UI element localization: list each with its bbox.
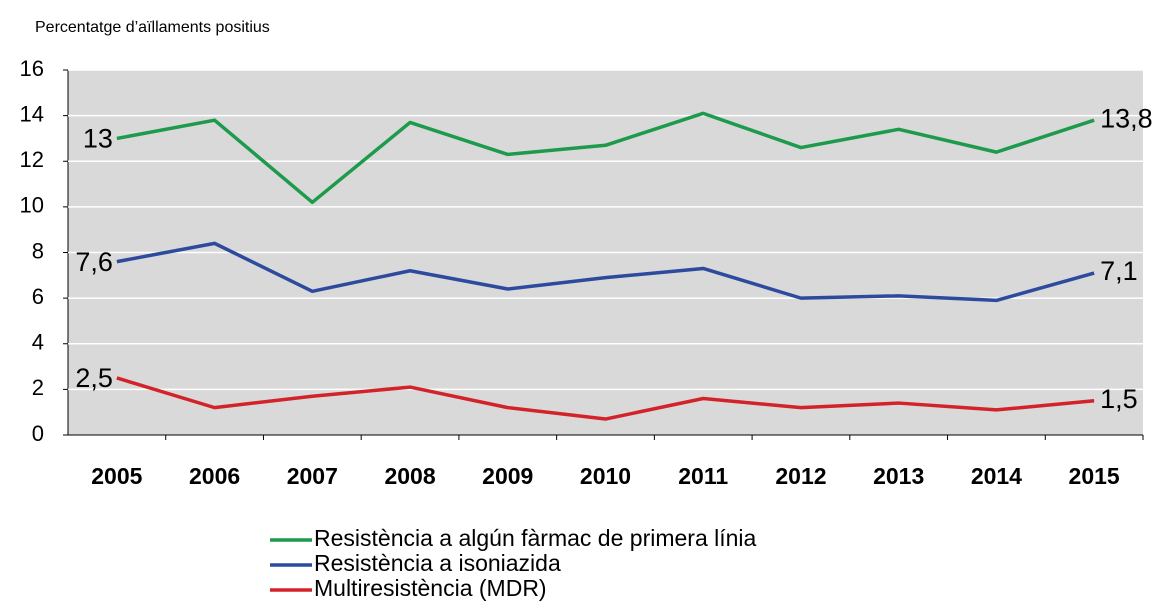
x-tick-label: 2010 bbox=[580, 463, 631, 489]
data-label: 7,6 bbox=[75, 247, 113, 277]
x-tick-label: 2005 bbox=[91, 463, 142, 489]
data-label: 7,1 bbox=[1100, 256, 1138, 286]
data-label: 2,5 bbox=[75, 363, 113, 393]
y-tick-label: 0 bbox=[32, 421, 44, 446]
x-tick-label: 2012 bbox=[775, 463, 826, 489]
y-tick-label: 2 bbox=[32, 375, 44, 400]
y-tick-label: 10 bbox=[20, 193, 44, 218]
data-label: 13,8 bbox=[1100, 103, 1153, 133]
y-tick-label: 6 bbox=[32, 284, 44, 309]
x-tick-label: 2013 bbox=[873, 463, 924, 489]
y-tick-label: 8 bbox=[32, 238, 44, 263]
y-tick-label: 12 bbox=[20, 147, 44, 172]
legend-label: Resistència a isoniazida bbox=[314, 550, 561, 576]
y-tick-label: 4 bbox=[32, 330, 44, 355]
data-label: 13 bbox=[83, 124, 113, 154]
x-tick-label: 2015 bbox=[1069, 463, 1120, 489]
y-tick-label: 14 bbox=[20, 101, 44, 126]
data-label: 1,5 bbox=[1100, 384, 1138, 414]
series-line bbox=[116, 376, 1095, 421]
x-tick-label: 2014 bbox=[971, 463, 1022, 489]
x-tick-label: 2009 bbox=[482, 463, 533, 489]
x-tick-label: 2006 bbox=[189, 463, 240, 489]
legend-label: Resistència a algún fàrmac de primera lí… bbox=[314, 525, 757, 551]
x-tick-label: 2011 bbox=[678, 463, 728, 489]
legend-label: Multiresistència (MDR) bbox=[314, 575, 547, 601]
y-tick-label: 16 bbox=[20, 56, 44, 81]
series-line bbox=[116, 111, 1095, 205]
series-line bbox=[116, 241, 1095, 303]
chart-title: Percentatge d’aïllaments positius bbox=[35, 19, 270, 36]
x-tick-label: 2008 bbox=[384, 463, 435, 489]
x-tick-label: 2007 bbox=[287, 463, 338, 489]
